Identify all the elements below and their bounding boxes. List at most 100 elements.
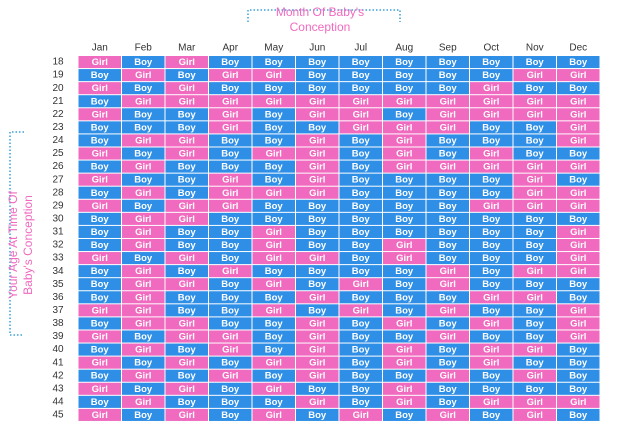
cell-bg — [165, 317, 208, 330]
age-label: 21 — [52, 96, 64, 107]
cell-bg — [557, 265, 600, 278]
cell-bg — [557, 56, 600, 69]
cell-bg — [557, 252, 600, 265]
cell-bg — [165, 186, 208, 199]
cell-bg — [122, 82, 165, 95]
cell-bg — [470, 69, 513, 82]
cell-bg — [165, 160, 208, 173]
cell-bg — [470, 199, 513, 212]
cell-bg — [78, 199, 121, 212]
cell-text: Girl — [396, 240, 412, 251]
cell-bg — [165, 369, 208, 382]
cell-text: Boy — [526, 240, 545, 251]
cell-bg — [557, 278, 600, 291]
cell-bg — [78, 108, 121, 121]
cell-text: Boy — [569, 57, 588, 68]
cell-bg — [513, 186, 556, 199]
cell-bg — [122, 395, 165, 408]
cell-text: Girl — [396, 149, 412, 160]
cell-text: Boy — [569, 358, 588, 369]
cell-text: Boy — [91, 292, 110, 303]
cell-text: Boy — [265, 332, 284, 343]
cell-bg — [557, 395, 600, 408]
cell-text: Girl — [266, 240, 282, 251]
cell-bg — [339, 225, 382, 238]
cell-text: Girl — [92, 358, 108, 369]
cell-text: Girl — [266, 149, 282, 160]
cell-bg — [78, 160, 121, 173]
cell-text: Girl — [440, 410, 456, 421]
cell-bg — [209, 225, 252, 238]
cell-bg — [252, 330, 295, 343]
cell-bg — [470, 82, 513, 95]
cell-text: Girl — [222, 371, 238, 382]
cell-text: Boy — [395, 201, 414, 212]
cell-text: Girl — [396, 253, 412, 264]
cell-text: Girl — [570, 188, 586, 199]
cell-text: Boy — [526, 135, 545, 146]
cell-text: Boy — [482, 279, 501, 290]
cell-text: Boy — [91, 318, 110, 329]
cell-text: Boy — [569, 214, 588, 225]
cell-text: Girl — [396, 318, 412, 329]
cell-bg — [122, 212, 165, 225]
cell-text: Boy — [352, 70, 371, 81]
cell-text: Boy — [352, 292, 371, 303]
cell-text: Boy — [91, 279, 110, 290]
cell-text: Boy — [308, 57, 327, 68]
cell-text: Girl — [353, 109, 369, 120]
cell-text: Girl — [396, 345, 412, 356]
cell-text: Boy — [221, 410, 240, 421]
cell-bg — [513, 121, 556, 134]
age-label: 45 — [52, 410, 64, 421]
cell-text: Boy — [482, 371, 501, 382]
cell-text: Boy — [482, 135, 501, 146]
cell-bg — [426, 199, 469, 212]
cell-bg — [252, 225, 295, 238]
cell-text: Boy — [134, 175, 153, 186]
cell-text: Boy — [569, 345, 588, 356]
cell-bg — [383, 382, 426, 395]
cell-text: Boy — [526, 384, 545, 395]
cell-bg — [557, 408, 600, 421]
cell-text: Boy — [265, 175, 284, 186]
cell-bg — [122, 199, 165, 212]
cell-text: Girl — [527, 109, 543, 120]
cell-text: Boy — [265, 162, 284, 173]
cell-bg — [383, 304, 426, 317]
cell-bg — [339, 395, 382, 408]
cell-text: Girl — [309, 96, 325, 107]
top-bracket — [247, 9, 401, 22]
cell-bg — [513, 134, 556, 147]
cell-text: Boy — [178, 345, 197, 356]
age-label: 32 — [52, 240, 64, 251]
cell-text: Boy — [439, 149, 458, 160]
cell-bg — [383, 199, 426, 212]
cell-text: Girl — [570, 266, 586, 277]
cell-bg — [557, 82, 600, 95]
cell-text: Boy — [569, 292, 588, 303]
cell-text: Boy — [221, 57, 240, 68]
cell-text: Boy — [265, 122, 284, 133]
cell-bg — [426, 160, 469, 173]
cell-bg — [426, 304, 469, 317]
cell-text: Girl — [440, 96, 456, 107]
cell-text: Girl — [527, 96, 543, 107]
cell-text: Boy — [91, 162, 110, 173]
cell-bg — [426, 82, 469, 95]
cell-bg — [296, 147, 339, 160]
cell-text: Girl — [570, 305, 586, 316]
cell-bg — [426, 356, 469, 369]
cell-bg — [470, 304, 513, 317]
cell-bg — [513, 212, 556, 225]
cell-bg — [165, 304, 208, 317]
cell-bg — [252, 108, 295, 121]
cell-bg — [339, 199, 382, 212]
cell-text: Girl — [483, 83, 499, 94]
cell-bg — [122, 173, 165, 186]
cell-text: Boy — [352, 227, 371, 238]
cell-bg — [557, 304, 600, 317]
cell-bg — [557, 212, 600, 225]
cell-text: Girl — [222, 175, 238, 186]
cell-bg — [383, 186, 426, 199]
